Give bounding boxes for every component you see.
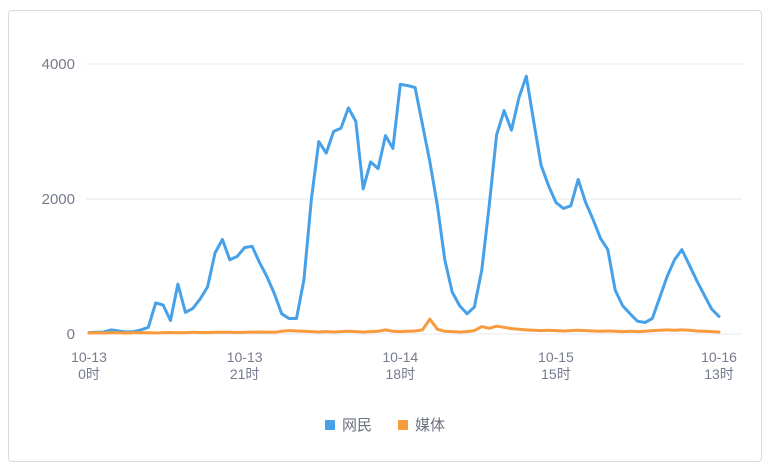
line-chart[interactable]: 0 2000 4000 10-13 0时 10-13 21时 10-14 18时 10-15 15时… <box>9 11 761 461</box>
legend: 网民 媒体 <box>9 414 761 435</box>
x-tick-label-2: 10-14 18时 <box>382 349 418 382</box>
y-tick-label-4000: 4000 <box>42 56 75 73</box>
legend-label-media: 媒体 <box>415 417 446 434</box>
series-line-媒体 <box>87 317 721 335</box>
y-tick-label-0: 0 <box>67 326 75 343</box>
legend-label-netizen: 网民 <box>341 417 372 434</box>
x-tick-label-3: 10-15 15时 <box>538 349 574 382</box>
media-swatch-icon <box>398 419 408 430</box>
x-tick-label-4: 10-16 13时 <box>701 349 737 382</box>
legend-item-netizen[interactable]: 网民 <box>324 414 372 435</box>
chart-canvas: 0 2000 4000 10-13 0时 10-13 21时 10-14 18时 10-15 15时… <box>42 56 742 382</box>
legend-item-media[interactable]: 媒体 <box>398 414 445 435</box>
series-line-网民 <box>87 74 721 335</box>
x-tick-label-0: 10-13 0时 <box>71 349 107 382</box>
x-tick-label-1: 10-13 21时 <box>227 349 263 382</box>
y-tick-label-2000: 2000 <box>42 191 75 208</box>
chart-card: 0 2000 4000 10-13 0时 10-13 21时 10-14 18时 10-15 15时… <box>8 10 762 462</box>
netizen-swatch-icon <box>324 419 335 430</box>
